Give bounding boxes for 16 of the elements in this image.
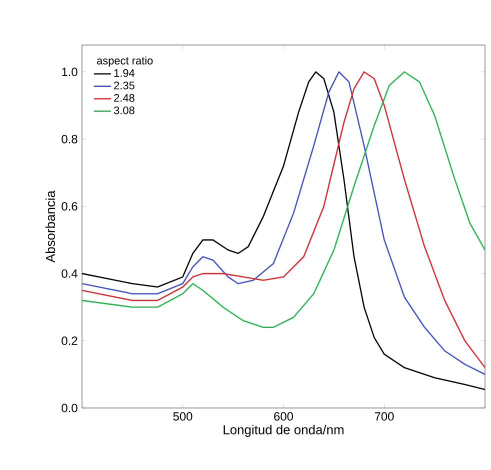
legend-label: 2.35 [114, 82, 134, 90]
y-tick-label: 0.2 [62, 336, 78, 345]
x-tick-label: 700 [374, 412, 394, 421]
legend-label: 1.94 [114, 69, 135, 77]
x-tick-label: 600 [274, 412, 294, 421]
x-tick-label: 500 [173, 412, 192, 421]
y-tick-label: 0.6 [62, 202, 78, 211]
y-tick-label: 0.0 [62, 404, 78, 412]
legend-label: 3.08 [114, 106, 134, 114]
x-axis-title: Longitud de onda/nm [224, 424, 344, 437]
y-tick-label: 1.0 [62, 68, 78, 76]
y-tick-label: 0.8 [62, 134, 78, 144]
legend-label: 2.48 [114, 94, 134, 102]
y-axis-title: Absorbancia [46, 190, 56, 262]
y-tick-label: 0.4 [62, 269, 78, 278]
legend-title: aspect ratio [97, 56, 153, 67]
